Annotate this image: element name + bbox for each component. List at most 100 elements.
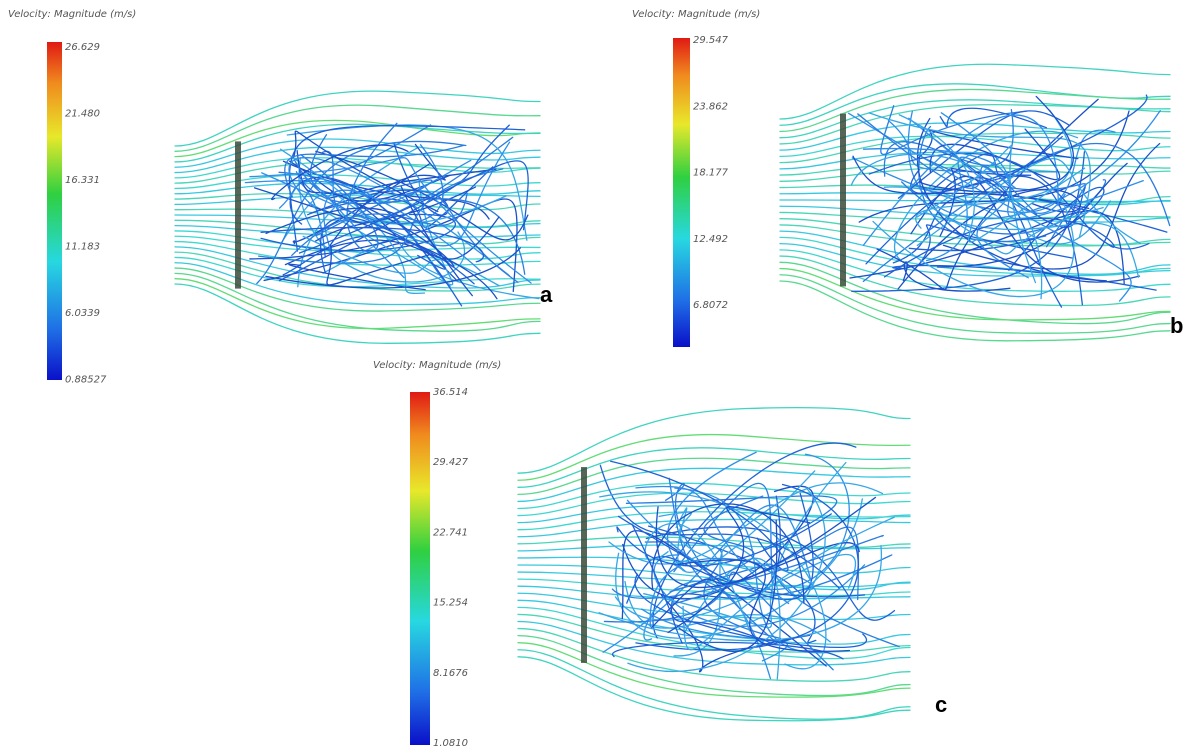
colorbar-tick-label: 23.862 (693, 101, 728, 112)
streamline (174, 235, 541, 252)
streamline (892, 264, 1157, 291)
streamline (651, 503, 805, 604)
colorbar-tick-label: 8.1676 (433, 668, 468, 679)
streamline (779, 122, 1171, 151)
streamline (923, 201, 1104, 255)
streamline (294, 144, 444, 225)
streamline (517, 571, 911, 588)
streamline (651, 496, 877, 629)
colorbar-tick-label: 1.0810 (433, 738, 468, 749)
streamline (517, 467, 911, 503)
streamline (779, 163, 1171, 176)
streamline (779, 236, 1171, 277)
colorbar-tick-label: 21.480 (65, 109, 100, 120)
streamline (632, 524, 773, 644)
streamline (598, 545, 882, 642)
streamline (936, 162, 1128, 268)
plate (581, 467, 587, 663)
panel-label: a (540, 282, 553, 307)
streamline (872, 203, 1075, 298)
colorbar (410, 392, 430, 745)
streamline (517, 585, 911, 600)
streamline (779, 211, 1171, 220)
streamline (174, 267, 541, 312)
streamline (677, 559, 851, 652)
streamline (174, 278, 541, 330)
streamline (851, 151, 1086, 292)
streamlines (517, 406, 911, 722)
streamline (174, 161, 541, 184)
streamline (916, 129, 1079, 160)
streamline (288, 125, 526, 252)
streamline (309, 134, 433, 197)
streamline (174, 208, 541, 228)
streamline (647, 525, 817, 644)
streamline (910, 94, 1148, 195)
streamline (315, 150, 529, 241)
streamline (779, 255, 1171, 307)
streamline (857, 113, 1038, 215)
streamline (257, 168, 504, 264)
streamline (847, 112, 1132, 302)
colorbar-tick-label: 36.514 (433, 387, 468, 398)
streamline (174, 251, 541, 292)
streamline (919, 95, 1074, 193)
colorbar-tick-label: 0.88527 (65, 375, 107, 386)
colorbar-tick-label: 15.254 (433, 598, 468, 609)
streamline (517, 511, 911, 531)
streamline (174, 119, 541, 158)
streamline (517, 627, 911, 682)
panel: Velocity: Magnitude (m/s) 36.514 29.427 22.… (373, 360, 947, 749)
colorbar-tick-label: 6.0339 (65, 308, 100, 319)
streamline (779, 249, 1171, 292)
streamline (644, 522, 751, 632)
colorbar (47, 42, 62, 380)
streamline (517, 434, 911, 481)
panel-label: c (935, 692, 947, 717)
panel: Velocity: Magnitude (m/s) 26.629 21.480 16.… (8, 9, 553, 386)
colorbar-title: Velocity: Magnitude (m/s) (8, 9, 136, 20)
streamline (174, 146, 541, 174)
streamline (849, 210, 1125, 285)
streamline (862, 142, 1171, 282)
streamline (779, 83, 1171, 126)
streamline (174, 240, 541, 266)
streamline (940, 112, 1029, 279)
colorbar-tick-label: 16.331 (65, 175, 100, 186)
streamline (282, 235, 475, 285)
streamline (517, 556, 911, 574)
streamline (852, 155, 1090, 210)
streamline (621, 530, 827, 667)
colorbar-tick-label: 29.547 (693, 35, 729, 46)
streamline (610, 460, 789, 572)
streamline (260, 213, 456, 252)
streamline (907, 110, 1161, 220)
streamline (634, 573, 867, 648)
streamline (779, 135, 1171, 158)
streamline (668, 477, 893, 598)
streamline (915, 109, 1072, 229)
colorbar-tick-label: 6.8072 (693, 300, 728, 311)
streamline (850, 153, 1043, 300)
streamline (517, 649, 911, 720)
streamline (174, 219, 541, 245)
streamline (253, 187, 498, 300)
colorbar-tick-label: 18.177 (693, 168, 729, 179)
streamline (779, 99, 1171, 139)
streamline (308, 179, 454, 286)
streamline (517, 457, 911, 496)
streamline (916, 157, 1141, 247)
streamline (898, 114, 1086, 243)
streamline (942, 142, 1161, 270)
streamline (779, 104, 1171, 145)
streamline (908, 117, 1066, 214)
streamline (517, 642, 911, 698)
streamline (779, 63, 1171, 120)
colorbar-tick-label: 22.741 (433, 527, 468, 538)
streamline (643, 461, 847, 629)
streamline (244, 159, 472, 205)
streamline (278, 177, 405, 279)
panel: Velocity: Magnitude (m/s) 29.547 23.862 18.… (632, 9, 1183, 347)
streamline (517, 656, 911, 722)
streamline (174, 138, 541, 168)
